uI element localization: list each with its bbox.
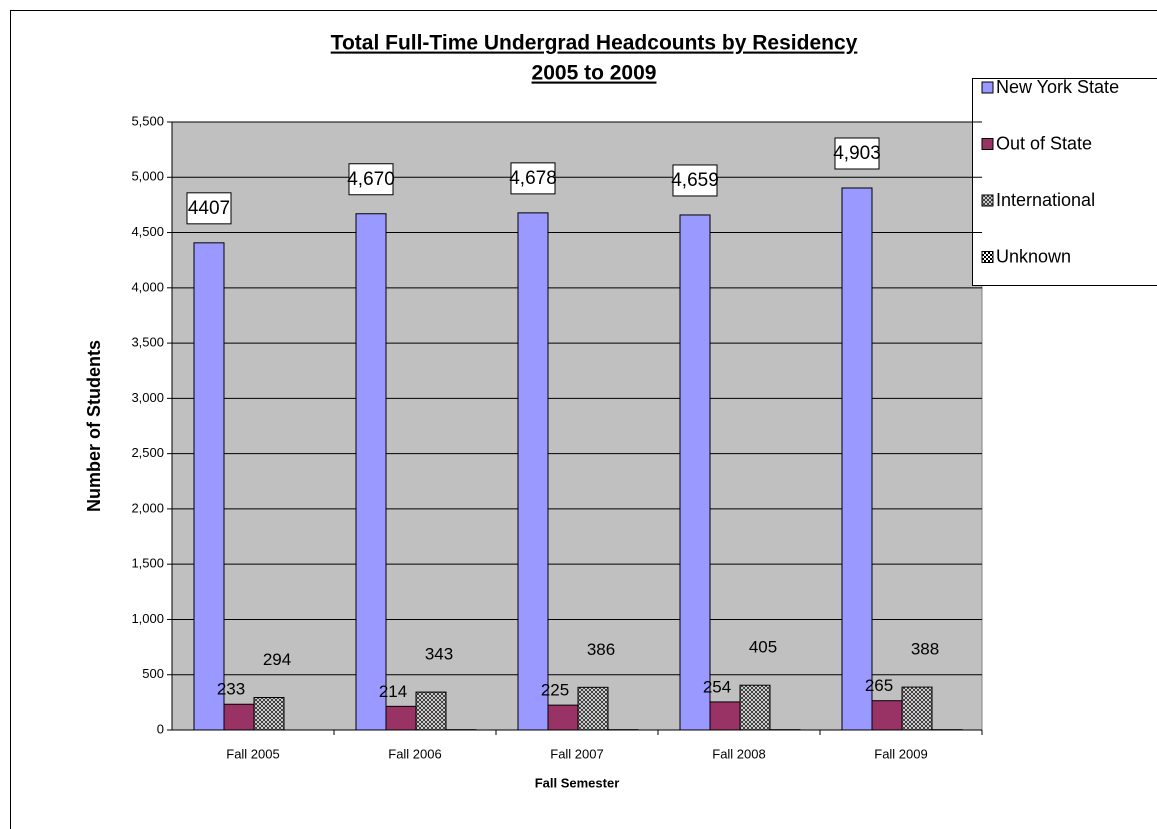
bar (901, 686, 933, 731)
data-label: 254 (703, 677, 731, 696)
bar (709, 701, 741, 731)
bar (547, 704, 579, 731)
data-label: 233 (217, 680, 245, 699)
y-tick-label: 0 (157, 721, 164, 736)
chart-title: Total Full-Time Undergrad Headcounts by … (331, 32, 858, 55)
y-axis-title: Number of Students (84, 340, 104, 512)
data-label-box (186, 192, 232, 225)
legend-label: Out of State (996, 133, 1092, 153)
data-label-box (510, 162, 556, 195)
legend-swatch (981, 138, 994, 150)
bar (517, 212, 549, 731)
data-label: 4,678 (509, 168, 557, 189)
legend-box (972, 78, 1157, 286)
y-tick-label: 500 (142, 666, 164, 681)
legend-swatch (981, 81, 994, 94)
y-tick-label: 3,500 (131, 335, 164, 350)
data-label: 405 (749, 638, 777, 657)
y-tick-label: 3,000 (131, 390, 164, 405)
y-tick-label: 4,500 (131, 224, 164, 239)
legend-label: New York State (996, 77, 1119, 97)
y-tick-label: 1,000 (131, 611, 164, 626)
y-tick-label: 2,500 (131, 445, 164, 460)
data-label-box (348, 163, 394, 196)
x-tick-label: Fall 2005 (226, 746, 279, 761)
y-tick-label: 2,000 (131, 500, 164, 515)
data-label-box (834, 137, 880, 170)
data-label: 4,903 (833, 143, 881, 164)
data-label: 214 (379, 682, 407, 701)
legend-label: Unknown (996, 246, 1071, 266)
bar (193, 242, 225, 731)
data-label: 4,670 (347, 169, 395, 190)
y-tick-label: 4,000 (131, 279, 164, 294)
bar (871, 700, 903, 731)
x-tick-label: Fall 2007 (550, 746, 603, 761)
legend-swatch (981, 194, 994, 207)
legend-label: International (996, 190, 1095, 210)
x-axis-title: Fall Semester (535, 775, 620, 790)
bar (385, 705, 417, 731)
bar (223, 703, 255, 731)
data-label: 4,659 (671, 170, 719, 191)
bar (739, 684, 771, 731)
legend-swatch (981, 251, 994, 263)
data-label: 225 (541, 681, 569, 700)
bar (415, 691, 447, 731)
x-tick-label: Fall 2008 (712, 746, 765, 761)
data-label: 294 (263, 650, 291, 669)
y-tick-label: 1,500 (131, 556, 164, 571)
data-label: 343 (425, 645, 453, 664)
data-label: 265 (865, 676, 893, 695)
bar (253, 696, 285, 731)
x-tick-label: Fall 2006 (388, 746, 441, 761)
y-tick-label: 5,500 (131, 113, 164, 128)
bar (841, 187, 873, 731)
data-label: 4407 (188, 198, 230, 219)
bar (577, 686, 609, 731)
y-tick-label: 5,000 (131, 169, 164, 184)
bar (679, 214, 711, 731)
data-label: 386 (587, 640, 615, 659)
x-tick-label: Fall 2009 (874, 746, 927, 761)
bar (355, 213, 387, 731)
data-label-box (672, 164, 718, 197)
data-label: 388 (911, 640, 939, 659)
chart-subtitle: 2005 to 2009 (532, 62, 657, 85)
